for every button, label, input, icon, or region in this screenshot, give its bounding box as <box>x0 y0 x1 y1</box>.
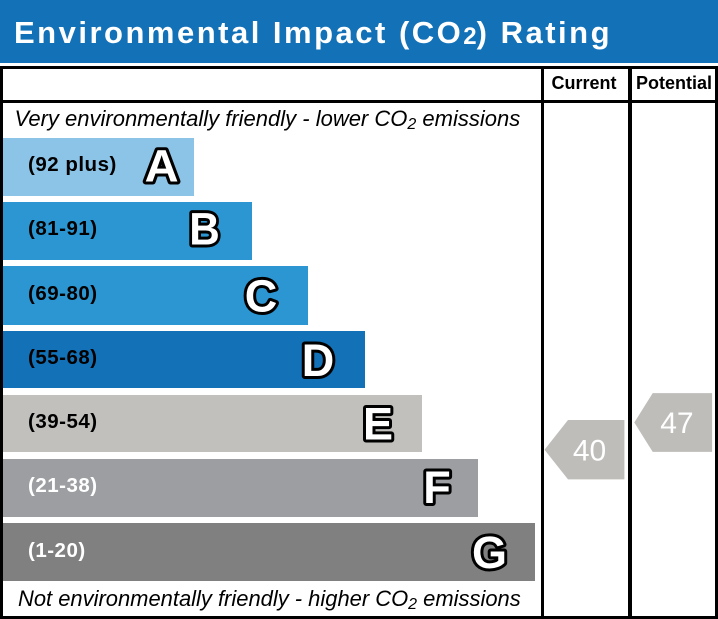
svg-text:A: A <box>145 141 179 192</box>
svg-text:47: 47 <box>660 407 693 440</box>
svg-text:40: 40 <box>573 435 606 468</box>
svg-text:E: E <box>363 398 393 449</box>
svg-text:F: F <box>423 462 451 513</box>
svg-text:G: G <box>472 527 507 578</box>
svg-text:B: B <box>189 203 220 254</box>
svg-text:D: D <box>302 335 335 386</box>
svg-text:C: C <box>245 270 278 321</box>
